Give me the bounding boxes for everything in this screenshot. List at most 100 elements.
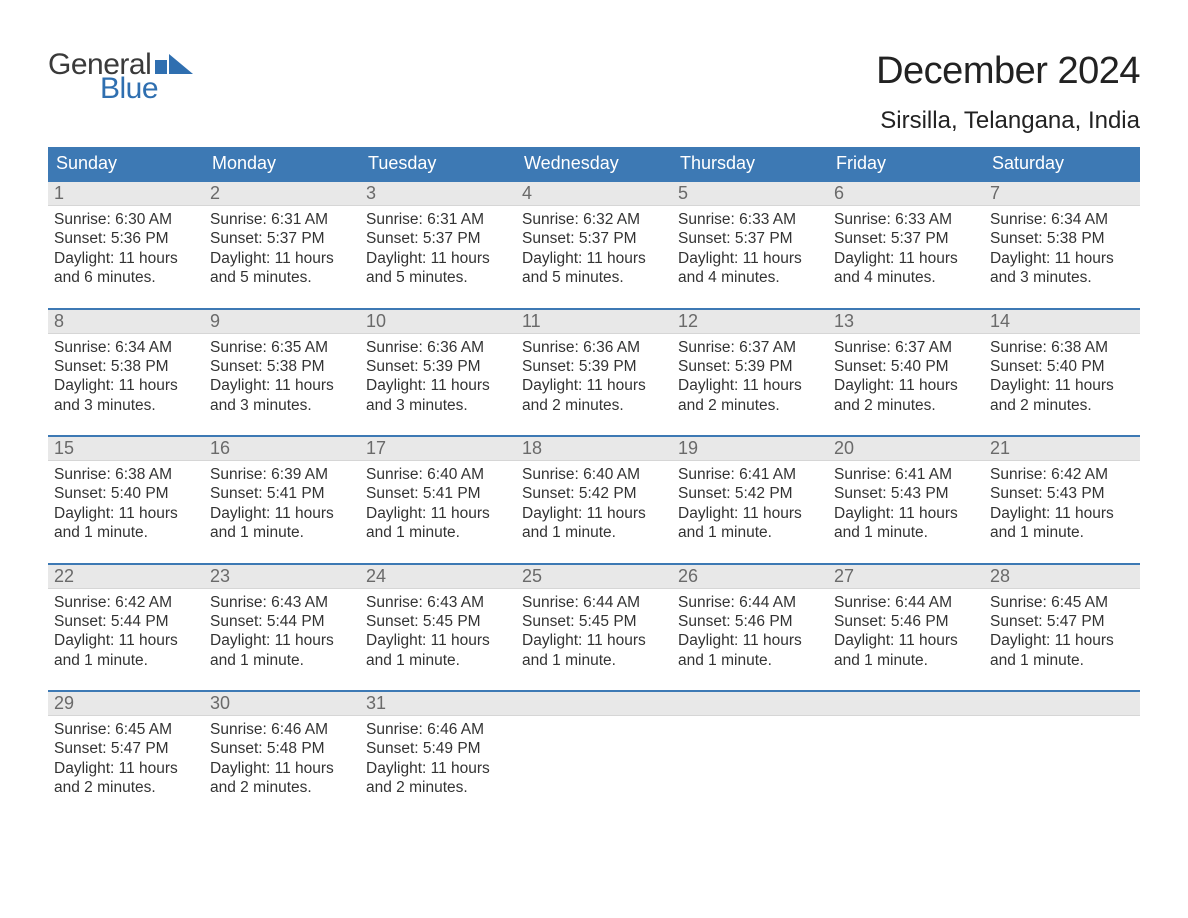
day-cell: 31Sunrise: 6:46 AMSunset: 5:49 PMDayligh… [360, 692, 516, 800]
day-daylight1: Daylight: 11 hours [834, 249, 978, 268]
day-cell: 7Sunrise: 6:34 AMSunset: 5:38 PMDaylight… [984, 182, 1140, 290]
day-daylight2: and 5 minutes. [522, 268, 666, 287]
day-daylight2: and 1 minute. [210, 651, 354, 670]
day-num-row: 22 [48, 565, 204, 589]
month-title: December 2024 [876, 50, 1140, 93]
day-cell: 0 [516, 692, 672, 800]
day-daylight2: and 1 minute. [678, 651, 822, 670]
day-num-row: 17 [360, 437, 516, 461]
day-num-row: 0 [828, 692, 984, 716]
day-cell: 6Sunrise: 6:33 AMSunset: 5:37 PMDaylight… [828, 182, 984, 290]
day-num-row: 0 [516, 692, 672, 716]
day-daylight1: Daylight: 11 hours [54, 631, 198, 650]
day-number: 7 [984, 182, 1140, 205]
day-number: 16 [204, 437, 360, 460]
day-content: Sunrise: 6:33 AMSunset: 5:37 PMDaylight:… [828, 206, 984, 290]
day-sunset: Sunset: 5:45 PM [366, 612, 510, 631]
day-sunset: Sunset: 5:44 PM [54, 612, 198, 631]
day-sunrise: Sunrise: 6:40 AM [522, 465, 666, 484]
day-content: Sunrise: 6:32 AMSunset: 5:37 PMDaylight:… [516, 206, 672, 290]
day-daylight2: and 5 minutes. [210, 268, 354, 287]
day-sunset: Sunset: 5:36 PM [54, 229, 198, 248]
day-sunrise: Sunrise: 6:44 AM [522, 593, 666, 612]
day-num-row: 30 [204, 692, 360, 716]
day-number: 31 [360, 692, 516, 715]
day-cell: 0 [672, 692, 828, 800]
day-daylight2: and 2 minutes. [210, 778, 354, 797]
day-sunrise: Sunrise: 6:31 AM [366, 210, 510, 229]
day-cell: 0 [984, 692, 1140, 800]
day-cell: 12Sunrise: 6:37 AMSunset: 5:39 PMDayligh… [672, 310, 828, 418]
day-cell: 18Sunrise: 6:40 AMSunset: 5:42 PMDayligh… [516, 437, 672, 545]
day-num-row: 6 [828, 182, 984, 206]
day-sunrise: Sunrise: 6:33 AM [678, 210, 822, 229]
day-num-row: 5 [672, 182, 828, 206]
day-daylight2: and 1 minute. [54, 651, 198, 670]
day-cell: 14Sunrise: 6:38 AMSunset: 5:40 PMDayligh… [984, 310, 1140, 418]
day-num-row: 4 [516, 182, 672, 206]
day-header-monday: Monday [204, 147, 360, 180]
day-content: Sunrise: 6:45 AMSunset: 5:47 PMDaylight:… [48, 716, 204, 800]
day-content: Sunrise: 6:42 AMSunset: 5:43 PMDaylight:… [984, 461, 1140, 545]
day-num-row: 20 [828, 437, 984, 461]
day-daylight2: and 1 minute. [990, 523, 1134, 542]
day-daylight2: and 2 minutes. [54, 778, 198, 797]
day-daylight1: Daylight: 11 hours [522, 376, 666, 395]
day-cell: 2Sunrise: 6:31 AMSunset: 5:37 PMDaylight… [204, 182, 360, 290]
day-cell: 26Sunrise: 6:44 AMSunset: 5:46 PMDayligh… [672, 565, 828, 673]
day-sunrise: Sunrise: 6:43 AM [210, 593, 354, 612]
logo-text-blue: Blue [48, 74, 195, 104]
day-content: Sunrise: 6:44 AMSunset: 5:46 PMDaylight:… [672, 589, 828, 673]
day-sunset: Sunset: 5:42 PM [522, 484, 666, 503]
day-sunrise: Sunrise: 6:44 AM [678, 593, 822, 612]
day-cell: 3Sunrise: 6:31 AMSunset: 5:37 PMDaylight… [360, 182, 516, 290]
day-num-row: 26 [672, 565, 828, 589]
calendar-week: 8Sunrise: 6:34 AMSunset: 5:38 PMDaylight… [48, 308, 1140, 418]
day-daylight2: and 1 minute. [210, 523, 354, 542]
day-sunset: Sunset: 5:37 PM [366, 229, 510, 248]
day-sunrise: Sunrise: 6:44 AM [834, 593, 978, 612]
day-cell: 13Sunrise: 6:37 AMSunset: 5:40 PMDayligh… [828, 310, 984, 418]
day-sunrise: Sunrise: 6:38 AM [990, 338, 1134, 357]
day-daylight1: Daylight: 11 hours [210, 631, 354, 650]
day-daylight2: and 1 minute. [366, 523, 510, 542]
day-num-row: 9 [204, 310, 360, 334]
day-num-row: 13 [828, 310, 984, 334]
day-num-row: 10 [360, 310, 516, 334]
day-sunset: Sunset: 5:41 PM [210, 484, 354, 503]
day-cell: 15Sunrise: 6:38 AMSunset: 5:40 PMDayligh… [48, 437, 204, 545]
day-number: 9 [204, 310, 360, 333]
day-sunrise: Sunrise: 6:35 AM [210, 338, 354, 357]
day-sunset: Sunset: 5:49 PM [366, 739, 510, 758]
day-header-sunday: Sunday [48, 147, 204, 180]
day-number: 19 [672, 437, 828, 460]
day-daylight2: and 4 minutes. [678, 268, 822, 287]
day-num-row: 28 [984, 565, 1140, 589]
day-num-row: 8 [48, 310, 204, 334]
day-sunrise: Sunrise: 6:38 AM [54, 465, 198, 484]
day-daylight2: and 4 minutes. [834, 268, 978, 287]
day-num-row: 25 [516, 565, 672, 589]
day-daylight1: Daylight: 11 hours [366, 504, 510, 523]
day-daylight2: and 1 minute. [522, 523, 666, 542]
day-number: 2 [204, 182, 360, 205]
day-daylight2: and 3 minutes. [54, 396, 198, 415]
day-cell: 27Sunrise: 6:44 AMSunset: 5:46 PMDayligh… [828, 565, 984, 673]
day-content: Sunrise: 6:42 AMSunset: 5:44 PMDaylight:… [48, 589, 204, 673]
location: Sirsilla, Telangana, India [876, 107, 1140, 135]
day-sunset: Sunset: 5:44 PM [210, 612, 354, 631]
day-number: 14 [984, 310, 1140, 333]
header-row: General Blue December 2024 Sirsilla, Tel… [48, 50, 1140, 135]
day-sunrise: Sunrise: 6:37 AM [678, 338, 822, 357]
day-daylight1: Daylight: 11 hours [990, 249, 1134, 268]
day-number: 20 [828, 437, 984, 460]
day-cell: 25Sunrise: 6:44 AMSunset: 5:45 PMDayligh… [516, 565, 672, 673]
day-cell: 8Sunrise: 6:34 AMSunset: 5:38 PMDaylight… [48, 310, 204, 418]
day-daylight1: Daylight: 11 hours [210, 759, 354, 778]
day-num-row: 18 [516, 437, 672, 461]
day-daylight1: Daylight: 11 hours [678, 631, 822, 650]
day-num-row: 21 [984, 437, 1140, 461]
day-num-row: 7 [984, 182, 1140, 206]
day-number: 22 [48, 565, 204, 588]
day-daylight2: and 1 minute. [990, 651, 1134, 670]
